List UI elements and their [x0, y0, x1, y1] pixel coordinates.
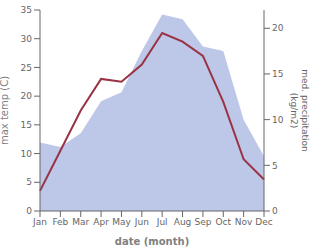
- svg-text:15: 15: [21, 120, 32, 130]
- svg-text:Jun: Jun: [134, 217, 149, 227]
- svg-text:10: 10: [272, 115, 284, 125]
- svg-text:Jul: Jul: [156, 217, 168, 227]
- svg-text:25: 25: [21, 63, 32, 73]
- svg-text:10: 10: [21, 149, 33, 159]
- svg-text:0: 0: [272, 206, 278, 216]
- svg-text:Nov: Nov: [235, 217, 253, 227]
- svg-text:20: 20: [272, 23, 284, 33]
- svg-text:Feb: Feb: [52, 217, 68, 227]
- svg-text:Apr: Apr: [93, 217, 109, 227]
- svg-text:Jan: Jan: [32, 217, 47, 227]
- svg-text:May: May: [112, 217, 131, 227]
- svg-text:30: 30: [21, 34, 33, 44]
- svg-text:Oct: Oct: [215, 217, 231, 227]
- svg-text:20: 20: [21, 91, 33, 101]
- svg-text:5: 5: [26, 177, 32, 187]
- svg-text:5: 5: [272, 161, 278, 171]
- svg-text:15: 15: [272, 69, 283, 79]
- svg-text:Aug: Aug: [174, 217, 192, 227]
- svg-text:0: 0: [26, 206, 32, 216]
- svg-text:Dec: Dec: [255, 217, 272, 227]
- svg-text:35: 35: [21, 5, 32, 15]
- svg-text:med. precipitation(kg/m2): med. precipitation(kg/m2): [289, 69, 310, 151]
- svg-text:Sep: Sep: [194, 217, 211, 227]
- svg-text:date (month): date (month): [115, 236, 189, 247]
- svg-text:Mar: Mar: [72, 217, 89, 227]
- svg-text:max temp (C): max temp (C): [8, 76, 10, 145]
